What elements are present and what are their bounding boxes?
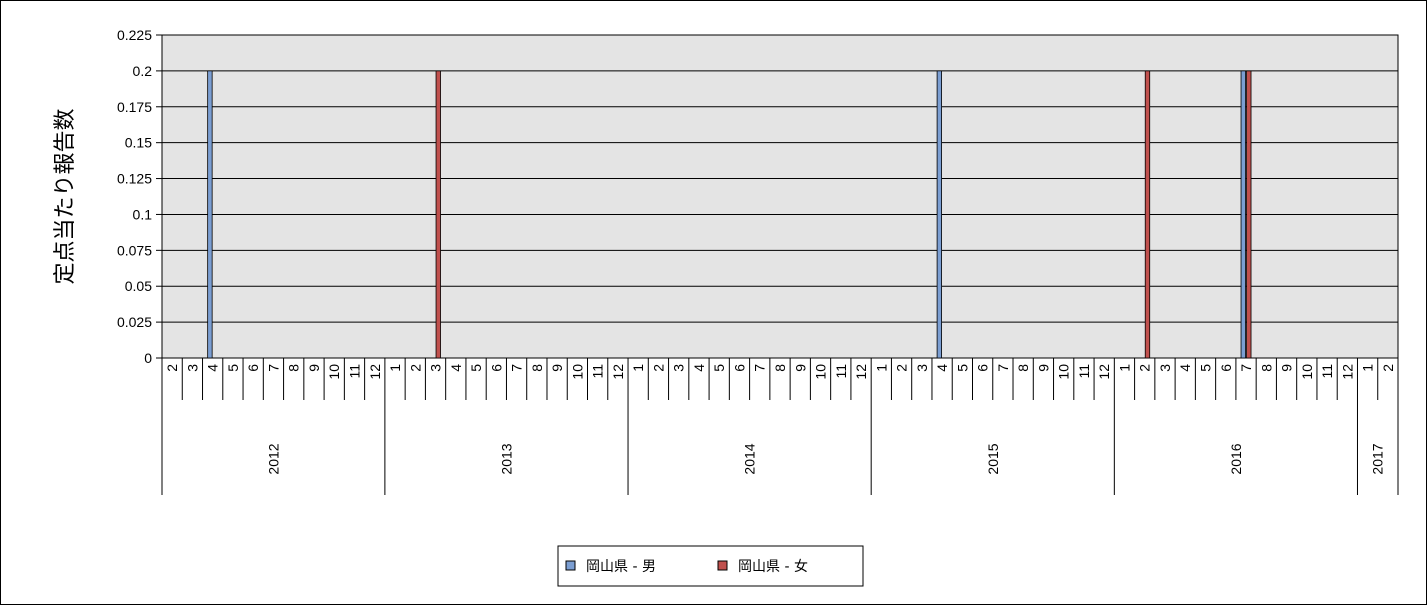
x-month-label: 1 [1360,364,1376,372]
x-month-label: 8 [1015,364,1031,372]
bar [1144,70,1151,359]
x-month-label: 11 [346,364,362,379]
x-month-label: 5 [468,364,484,372]
x-year-label: 2015 [985,443,1001,474]
x-month-label: 6 [1218,364,1234,372]
y-tick-label: 0.1 [133,206,153,222]
x-month-label: 3 [428,364,444,372]
y-axis-title: 定点当たり報告数 [53,108,78,284]
bar [435,70,441,359]
x-month-label: 4 [691,364,707,372]
plot-area [161,34,1399,359]
bar [1246,70,1252,359]
bar [1240,70,1246,359]
x-month-label: 9 [549,364,565,372]
x-month-label: 7 [1238,364,1254,372]
y-tick-label: 0 [144,350,152,366]
x-month-label: 2 [894,364,910,372]
x-month-label: 3 [184,364,200,372]
x-month-label: 8 [1258,364,1274,372]
x-month-label: 1 [1116,364,1132,372]
legend-box [557,545,864,587]
x-year-label: 2013 [498,443,514,474]
x-month-label: 2 [164,364,180,372]
x-year-label: 2012 [265,443,281,474]
y-tick-label: 0.175 [117,99,152,115]
legend-swatch [717,560,728,571]
x-month-label: 10 [569,364,585,380]
x-month-label: 6 [731,364,747,372]
legend-label: 岡山県 - 女 [738,558,808,575]
x-month-label: 2 [407,364,423,372]
x-month-label: 9 [306,364,322,372]
x-month-label: 5 [711,364,727,372]
x-month-label: 8 [772,364,788,372]
x-month-label: 9 [792,364,808,372]
y-tick-label: 0.225 [117,27,152,43]
x-month-label: 9 [1279,364,1295,372]
x-month-label: 5 [954,364,970,372]
x-month-label: 1 [873,364,889,372]
x-month-label: 10 [326,364,342,380]
x-month-label: 2 [650,364,666,372]
x-month-label: 11 [833,364,849,379]
x-month-label: 7 [265,364,281,372]
x-year-label: 2014 [742,443,758,474]
x-year-label: 2017 [1370,443,1386,474]
x-month-label: 6 [488,364,504,372]
x-month-label: 3 [914,364,930,372]
y-tick-label: 0.05 [125,278,152,294]
x-month-label: 6 [975,364,991,372]
x-month-label: 11 [590,364,606,379]
x-month-label: 12 [853,364,869,380]
y-tick-label: 0.15 [125,135,152,151]
x-month-label: 6 [245,364,261,372]
x-month-label: 4 [934,364,950,372]
x-month-label: 12 [1096,364,1112,380]
x-year-label: 2016 [1228,443,1244,474]
x-month-label: 1 [387,364,403,372]
x-month-label: 2 [1380,364,1396,372]
x-month-label: 11 [1076,364,1092,379]
x-month-label: 4 [205,364,221,372]
x-month-label: 10 [1299,364,1315,380]
x-month-label: 4 [448,364,464,372]
x-month-label: 7 [509,364,525,372]
x-month-label: 11 [1319,364,1335,379]
x-month-label: 12 [1339,364,1355,380]
bar [936,70,942,359]
x-month-label: 12 [367,364,383,380]
x-month-label: 5 [225,364,241,372]
legend-swatch [565,560,576,571]
x-month-label: 2 [1137,364,1153,372]
x-month-label: 8 [286,364,302,372]
y-tick-label: 0.025 [117,314,152,330]
x-month-label: 5 [1198,364,1214,372]
x-month-label: 3 [1157,364,1173,372]
legend-label: 岡山県 - 男 [586,559,656,575]
x-month-label: 4 [1177,364,1193,372]
y-tick-label: 0.075 [117,242,152,258]
bar [207,70,213,359]
x-month-label: 7 [752,364,768,372]
x-month-label: 8 [529,364,545,372]
x-month-label: 12 [610,364,626,380]
y-tick-label: 0.125 [117,171,152,187]
x-month-label: 3 [671,364,687,372]
x-month-label: 10 [1056,364,1072,380]
x-month-label: 10 [813,364,829,380]
x-month-label: 7 [995,364,1011,372]
x-month-label: 9 [1035,364,1051,372]
y-tick-label: 0.2 [133,63,153,79]
x-month-label: 1 [630,364,646,372]
